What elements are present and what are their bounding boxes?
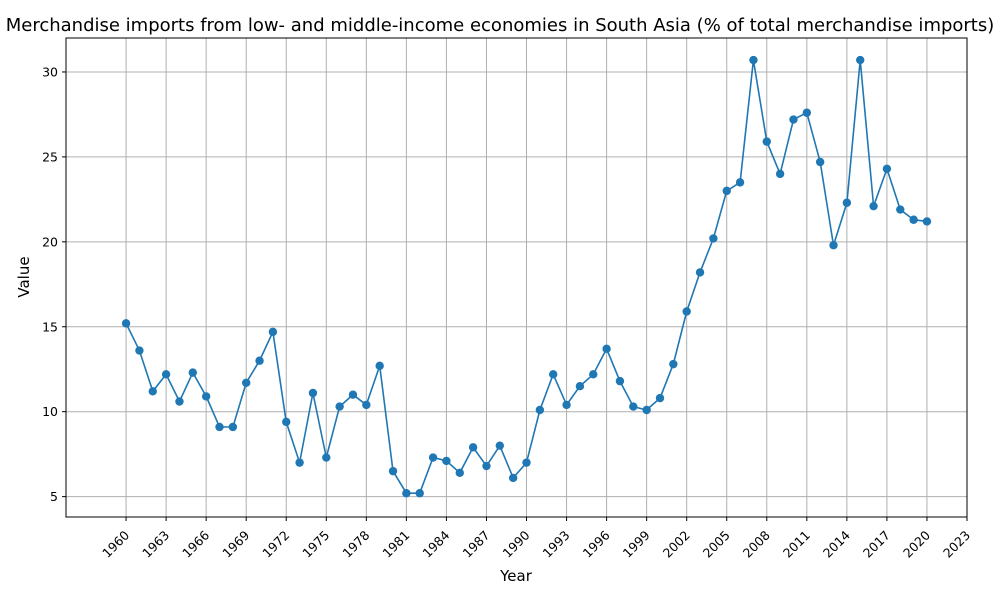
x-axis-label: Year <box>499 567 533 585</box>
data-point <box>922 217 932 226</box>
x-tick-label: 2005 <box>700 528 733 561</box>
data-point <box>642 405 651 415</box>
data-point <box>629 402 638 411</box>
x-tick-label: 1975 <box>299 528 332 561</box>
data-point <box>295 458 304 467</box>
x-tick-label: 1960 <box>99 527 132 560</box>
data-point <box>615 376 625 386</box>
data-point <box>682 307 691 316</box>
data-point <box>535 405 545 415</box>
data-point <box>856 55 865 65</box>
y-tick-label: 15 <box>42 319 58 334</box>
data-point <box>455 468 464 478</box>
y-tick-label: 25 <box>42 149 58 164</box>
x-tick-label: 1999 <box>620 527 653 560</box>
x-tick-label: 1966 <box>179 527 212 560</box>
x-axis-ticks: 1960 1963 1966 1969 1972 1975 1978 1981 1984 1987… <box>99 517 973 561</box>
data-point <box>882 164 892 173</box>
y-axis-ticks: 5 10 15 20 25 30 <box>42 64 66 504</box>
x-tick-label: 1969 <box>219 527 252 560</box>
data-point <box>242 378 251 388</box>
data-point <box>589 370 598 379</box>
data-point <box>322 453 331 462</box>
data-point <box>549 370 558 379</box>
data-point <box>522 458 531 467</box>
data-point <box>829 241 838 250</box>
data-point <box>789 115 798 124</box>
y-tick-label: 30 <box>42 64 58 79</box>
x-tick-label: 2008 <box>740 527 773 560</box>
data-point <box>735 178 745 187</box>
data-point <box>468 443 478 452</box>
x-tick-label: 1972 <box>259 528 292 561</box>
data-point <box>428 453 438 462</box>
data-point <box>188 368 198 377</box>
data-point <box>495 441 505 450</box>
data-point <box>255 356 264 365</box>
x-tick-label: 1984 <box>419 527 452 560</box>
data-point <box>175 397 184 406</box>
x-tick-label: 1987 <box>459 528 492 561</box>
data-point <box>228 422 238 432</box>
x-tick-label: 1981 <box>379 528 412 561</box>
chart-title: Merchandise imports from low- and middle… <box>6 15 995 36</box>
data-point <box>869 201 878 211</box>
data-point <box>802 108 812 117</box>
data-point <box>749 55 758 65</box>
data-point <box>161 370 171 379</box>
data-point <box>909 215 918 224</box>
x-tick-label: 2014 <box>820 527 853 560</box>
data-point <box>375 361 384 371</box>
x-tick-label: 1993 <box>540 528 573 561</box>
data-point <box>308 388 318 398</box>
data-point <box>362 400 371 410</box>
data-point <box>388 466 398 476</box>
data-point <box>402 489 411 498</box>
data-point <box>655 393 665 403</box>
y-axis-label: Value <box>15 256 33 297</box>
x-tick-label: 1963 <box>139 528 172 561</box>
x-tick-label: 2020 <box>900 527 933 560</box>
x-tick-label: 1996 <box>580 527 613 560</box>
plot-frame <box>65 37 968 518</box>
x-tick-label: 2002 <box>660 528 693 561</box>
data-point <box>215 422 224 432</box>
x-tick-label: 1990 <box>500 527 533 560</box>
data-point <box>575 382 585 391</box>
data-point <box>348 390 358 399</box>
data-point <box>669 359 678 369</box>
data-point <box>722 186 731 196</box>
data-point <box>508 473 518 483</box>
data-point <box>762 137 771 146</box>
data-point <box>602 344 611 354</box>
grid-lines <box>66 38 968 517</box>
data-point <box>562 400 571 410</box>
data-point <box>135 346 144 355</box>
data-point <box>121 319 131 328</box>
data-point <box>268 327 278 337</box>
data-point <box>201 392 211 401</box>
data-point <box>775 169 785 179</box>
data-point <box>695 268 705 277</box>
x-tick-label: 2017 <box>860 528 893 561</box>
x-tick-label: 2023 <box>940 528 973 561</box>
data-point <box>148 387 157 396</box>
data-point <box>896 205 905 214</box>
data-point <box>842 198 852 207</box>
y-tick-label: 20 <box>42 234 58 249</box>
x-tick-label: 2011 <box>780 528 813 561</box>
data-point <box>282 417 291 427</box>
data-point <box>442 456 451 466</box>
data-point <box>335 402 344 411</box>
data-point <box>709 234 718 243</box>
data-point <box>815 157 825 167</box>
data-series <box>121 55 932 498</box>
data-point <box>415 489 424 498</box>
y-tick-label: 5 <box>50 489 58 504</box>
x-tick-label: 1978 <box>339 527 372 560</box>
data-point <box>482 461 491 471</box>
y-tick-label: 10 <box>42 404 58 419</box>
